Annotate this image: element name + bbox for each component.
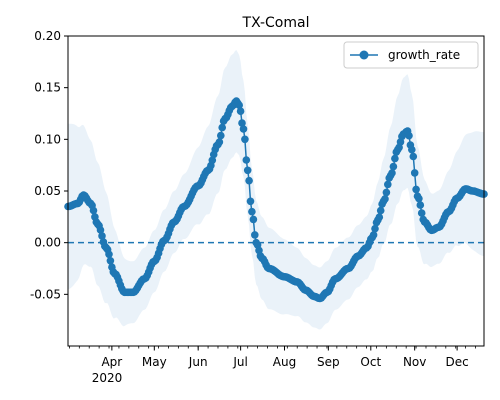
- y-tick-label: 0.15: [34, 81, 61, 95]
- data-point: [238, 119, 246, 127]
- data-point: [89, 206, 98, 215]
- y-tick-label: 0.05: [34, 184, 61, 198]
- x-tick-label: Oct: [360, 355, 381, 369]
- data-point: [208, 156, 217, 165]
- y-tick-label: -0.05: [30, 287, 61, 301]
- data-point: [96, 226, 105, 234]
- x-tick-label: Jul: [232, 355, 247, 369]
- data-point: [243, 166, 252, 175]
- y-tick-label: 0.00: [34, 236, 61, 250]
- x-tick-label: Sep: [317, 355, 340, 369]
- data-point: [236, 107, 245, 115]
- data-point: [371, 224, 379, 233]
- data-point: [242, 156, 251, 164]
- legend-marker: [359, 50, 369, 60]
- data-point: [410, 169, 419, 177]
- y-tick-label: 0.20: [34, 29, 61, 43]
- data-point: [105, 250, 113, 259]
- data-point: [249, 215, 258, 224]
- data-point: [381, 195, 389, 203]
- legend-box: [343, 41, 479, 69]
- data-point: [241, 135, 249, 144]
- legend-entry-growth-rate: growth_rate: [388, 48, 460, 62]
- confidence-band: [68, 50, 484, 330]
- data-point: [217, 131, 225, 140]
- data-point: [239, 125, 248, 133]
- data-point: [384, 180, 392, 189]
- x-tick-label: Dec: [445, 355, 468, 369]
- data-point: [235, 101, 243, 109]
- y-tick-label: 0.10: [34, 132, 61, 146]
- data-point: [389, 162, 398, 171]
- x-tick-label: Jun: [188, 355, 208, 369]
- chart-title: TX-Comal: [242, 15, 310, 31]
- data-point: [382, 188, 391, 197]
- x-tick-label: Nov: [403, 355, 426, 369]
- data-point: [251, 231, 259, 239]
- data-point: [391, 154, 399, 163]
- x-tick-label: Apr: [101, 355, 122, 369]
- data-point: [98, 232, 106, 240]
- data-point: [245, 176, 253, 185]
- x-axis: Apr May Jun Jul Aug Sep Oct Nov Dec: [69, 346, 476, 369]
- data-point: [246, 197, 255, 206]
- data-point: [388, 169, 396, 177]
- data-point: [376, 206, 385, 215]
- data-point: [408, 145, 416, 154]
- data-point: [215, 138, 224, 146]
- data-point: [405, 131, 413, 140]
- data-point: [218, 123, 226, 132]
- data-point: [248, 207, 256, 216]
- data-point: [416, 201, 425, 209]
- data-point: [375, 213, 384, 221]
- x-tick-label: May: [142, 355, 167, 369]
- data-point: [106, 257, 115, 265]
- data-point: [369, 231, 378, 239]
- y-axis: -0.05 0.00 0.05 0.10 0.15 0.20: [30, 29, 68, 301]
- band-area: [68, 50, 484, 330]
- x-tick-label: Aug: [273, 355, 296, 369]
- x-year-label: 2020: [92, 371, 123, 385]
- data-point: [409, 152, 418, 161]
- data-point: [412, 185, 420, 194]
- growth-rate-series: [64, 97, 488, 303]
- data-point: [415, 194, 423, 203]
- legend: growth_rate: [343, 41, 479, 69]
- data-point: [417, 209, 426, 217]
